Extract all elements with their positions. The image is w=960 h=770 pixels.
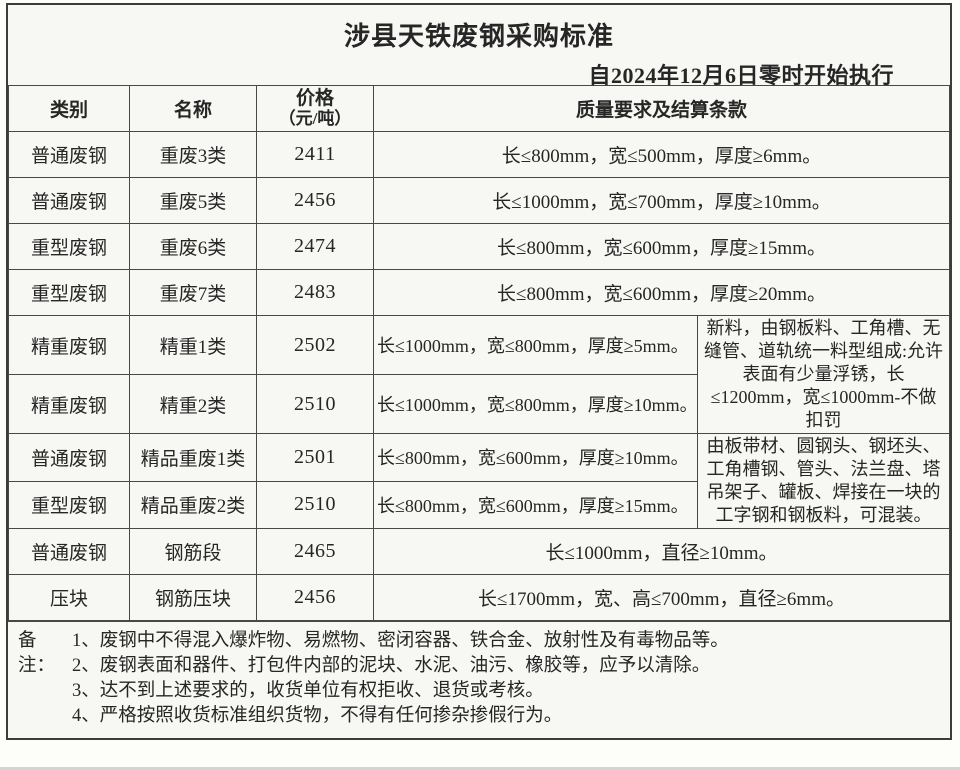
cell-quality: 长≤800mm，宽≤500mm，厚度≥6mm。: [373, 131, 950, 178]
remark-item: 2、废钢表面和器件、打包件内部的泥块、水泥、油污、橡胶等，应予以清除。: [72, 656, 711, 676]
cell-price: 2411: [256, 131, 374, 178]
remarks-section: 备注： 1、废钢中不得混入爆炸物、易燃物、密闭容器、铁合金、放射性及有毒物品等。…: [8, 621, 950, 738]
cell-price: 2483: [256, 269, 374, 316]
cell-category: 普通废钢: [8, 131, 130, 178]
remark-item: 3、达不到上述要求的，收货单位有权拒收、退货或考核。: [72, 681, 544, 701]
cell-name: 精重2类: [129, 374, 257, 434]
cell-price: 2465: [256, 528, 374, 575]
column-header-name: 名称: [129, 85, 257, 132]
cell-name: 精品重废1类: [129, 433, 257, 482]
cell-name: 钢筋段: [129, 528, 257, 575]
cell-quality: 长≤1000mm，直径≥10mm。: [373, 528, 950, 575]
cell-price: 2510: [256, 374, 374, 434]
remark-item: 4、严格按照收货标准组织货物，不得有任何掺杂掺假行为。: [72, 706, 563, 726]
cell-category: 普通废钢: [8, 528, 130, 575]
cell-category: 精重废钢: [8, 315, 130, 375]
table-row: 重型废钢 精品重废2类 2510 长≤800mm，宽≤600mm，厚度≥15mm…: [8, 480, 950, 529]
remarks-items: 1、废钢中不得混入爆炸物、易燃物、密闭容器、铁合金、放射性及有毒物品等。 2、废…: [72, 629, 729, 729]
column-header-category: 类别: [8, 85, 130, 132]
cell-quality: 长≤1000mm，宽≤800mm，厚度≥10mm。: [373, 374, 698, 434]
cell-category: 重型废钢: [8, 223, 130, 270]
cell-quality: 长≤1000mm，宽≤700mm，厚度≥10mm。: [373, 177, 950, 224]
cell-quality: 长≤1700mm，宽、高≤700mm，直径≥6mm。: [373, 574, 950, 621]
cell-quality: 长≤800mm，宽≤600mm，厚度≥20mm。: [373, 269, 950, 316]
cell-price: 2502: [256, 315, 374, 375]
photo-bottom-edge: [0, 767, 960, 770]
cell-price: 2456: [256, 574, 374, 621]
table-row: 重型废钢 重废6类 2474 长≤800mm，宽≤600mm，厚度≥15mm。: [8, 223, 950, 270]
cell-name: 精品重废2类: [129, 480, 257, 529]
cell-quality: 长≤800mm，宽≤600mm，厚度≥10mm。: [373, 433, 698, 482]
cell-name: 重废7类: [129, 269, 257, 316]
cell-name: 重废6类: [129, 223, 257, 270]
cell-shared-note: 由板带材、圆钢头、钢坯头、工角槽钢、管头、法兰盘、塔吊架子、罐板、焊接在一块的工…: [697, 433, 950, 529]
cell-price: 2474: [256, 223, 374, 270]
cell-category: 重型废钢: [8, 480, 130, 529]
purchase-standard-sheet: 涉县天铁废钢采购标准 自2024年12月6日零时开始执行 类别 名称 价格 （元…: [6, 3, 952, 740]
table-row: 精重废钢 精重2类 2510 长≤1000mm，宽≤800mm，厚度≥10mm。: [8, 374, 950, 434]
cell-name: 精重1类: [129, 315, 257, 375]
cell-price: 2501: [256, 433, 374, 482]
price-header-line2: （元/吨）: [278, 109, 352, 128]
cell-category: 重型废钢: [8, 269, 130, 316]
table-row: 普通废钢 重废3类 2411 长≤800mm，宽≤500mm，厚度≥6mm。: [8, 131, 950, 178]
cell-name: 重废3类: [129, 131, 257, 178]
cell-name: 钢筋压块: [129, 574, 257, 621]
table-row: 普通废钢 钢筋段 2465 长≤1000mm，直径≥10mm。: [8, 528, 950, 575]
table-header-row: 类别 名称 价格 （元/吨） 质量要求及结算条款: [8, 85, 950, 132]
column-header-quality: 质量要求及结算条款: [373, 85, 950, 132]
remarks-label: 备注：: [18, 631, 56, 676]
cell-category: 精重废钢: [8, 374, 130, 434]
title-area: 涉县天铁废钢采购标准 自2024年12月6日零时开始执行: [8, 5, 950, 88]
price-header-line1: 价格: [295, 88, 334, 109]
cell-category: 压块: [8, 574, 130, 621]
cell-name: 重废5类: [129, 177, 257, 224]
cell-quality: 长≤800mm，宽≤600mm，厚度≥15mm。: [373, 480, 698, 529]
table-row: 普通废钢 精品重废1类 2501 长≤800mm，宽≤600mm，厚度≥10mm…: [8, 433, 950, 529]
table-row: 压块 钢筋压块 2456 长≤1700mm，宽、高≤700mm，直径≥6mm。: [8, 574, 950, 621]
cell-category: 普通废钢: [8, 433, 130, 482]
cell-price: 2456: [256, 177, 374, 224]
table-row: 重型废钢 重废7类 2483 长≤800mm，宽≤600mm，厚度≥20mm。: [8, 269, 950, 316]
column-header-price: 价格 （元/吨）: [256, 85, 374, 132]
table-row: 普通废钢 重废5类 2456 长≤1000mm，宽≤700mm，厚度≥10mm。: [8, 177, 950, 224]
cell-category: 普通废钢: [8, 177, 130, 224]
cell-quality: 长≤800mm，宽≤600mm，厚度≥15mm。: [373, 223, 950, 270]
table-row: 精重废钢 精重1类 2502 长≤1000mm，宽≤800mm，厚度≥5mm。 …: [8, 315, 950, 434]
price-table: 类别 名称 价格 （元/吨） 质量要求及结算条款 普通废钢 重废3类 2411 …: [8, 85, 950, 621]
cell-quality: 长≤1000mm，宽≤800mm，厚度≥5mm。: [373, 315, 698, 375]
effective-date: 自2024年12月6日零时开始执行: [588, 63, 894, 88]
page-title: 涉县天铁废钢采购标准: [343, 22, 614, 51]
cell-price: 2510: [256, 480, 374, 529]
remark-item: 1、废钢中不得混入爆炸物、易燃物、密闭容器、铁合金、放射性及有毒物品等。: [72, 631, 729, 651]
cell-shared-note: 新料，由钢板料、工角槽、无缝管、道轨统一料型组成:允许表面有少量浮锈，长≤120…: [697, 315, 950, 434]
